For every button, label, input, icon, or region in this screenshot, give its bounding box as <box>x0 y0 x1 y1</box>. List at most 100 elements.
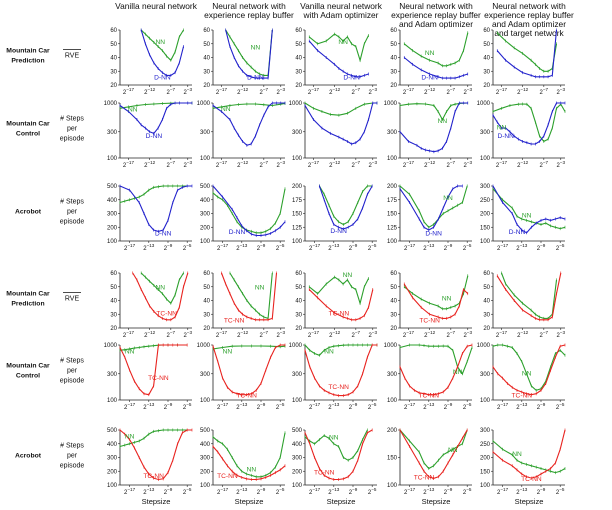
x-tick-label: 2−7 <box>260 160 269 169</box>
series-line-tc-nn <box>399 344 473 396</box>
y-tick-label: 100 <box>107 239 118 245</box>
series-label: TC-NN <box>148 375 169 382</box>
y-tick-label: 100 <box>200 483 211 489</box>
x-tick-label: 2−3 <box>276 160 285 169</box>
series-label: NN <box>448 447 458 454</box>
column-header: and Adam optimizer <box>399 19 473 29</box>
y-tick-label: 40 <box>110 299 117 305</box>
y-tick-label: 200 <box>292 469 303 475</box>
y-tick-label: 50 <box>390 42 397 48</box>
x-tick-label: 2−3 <box>463 160 472 169</box>
y-tick-label: 100 <box>200 398 211 404</box>
x-tick-label: 2−7 <box>447 87 456 96</box>
y-tick-label: 100 <box>292 156 303 162</box>
x-tick-label: 2−5 <box>368 402 377 411</box>
series-line-tc-nn <box>212 344 285 396</box>
x-tick-label: 2−13 <box>328 487 340 496</box>
x-tick-label: 2−7 <box>260 330 269 339</box>
y-tick-label: 300 <box>480 372 491 378</box>
series-label: NN <box>125 349 135 356</box>
x-tick-label: 2−7 <box>540 330 549 339</box>
y-tick-label: 100 <box>200 239 211 245</box>
x-tick-label: 2−17 <box>217 243 229 252</box>
x-tick-label: 2−3 <box>368 87 377 96</box>
y-tick-label: 200 <box>107 225 118 231</box>
series-line-tc-nn <box>399 429 468 479</box>
series-label: NN <box>221 106 231 113</box>
x-tick-label: 2−5 <box>276 402 285 411</box>
y-tick-label: 100 <box>480 398 491 404</box>
series-label: NN <box>223 349 233 356</box>
y-tick-label: 60 <box>295 28 302 34</box>
x-tick-label: 2−5 <box>183 487 192 496</box>
y-tick-label: 40 <box>203 299 210 305</box>
x-tick-label: 2−5 <box>463 402 472 411</box>
y-tick-label: 300 <box>387 130 398 136</box>
series-label: NN <box>438 118 448 125</box>
y-tick-label: 200 <box>200 469 211 475</box>
series-line-d-nn <box>403 57 468 79</box>
y-tick-label: 50 <box>390 285 397 291</box>
series-label: NN <box>329 435 339 442</box>
x-tick-label: 2−5 <box>276 487 285 496</box>
x-axis-label: Stepsize <box>515 497 544 506</box>
y-tick-label: 40 <box>483 56 490 62</box>
series-label: TC-NN <box>329 311 350 318</box>
column-header: Vanilla neural network <box>115 1 198 11</box>
y-tick-label: 100 <box>387 398 398 404</box>
series-line-nn <box>496 32 558 72</box>
y-axis-label: # Steps <box>60 443 84 450</box>
y-tick-label: 300 <box>292 372 303 378</box>
y-tick-label: 60 <box>295 271 302 277</box>
series-line-nn <box>500 272 558 319</box>
series-line-nn <box>225 29 273 76</box>
y-tick-label: 200 <box>292 184 303 190</box>
y-axis-label: per <box>67 453 78 460</box>
series-line-d-nn <box>304 102 377 145</box>
y-tick-label: 20 <box>203 326 210 332</box>
series-line-nn <box>399 344 473 375</box>
y-axis-label: RVE <box>65 296 80 303</box>
series-line-nn <box>492 344 566 391</box>
row-title: Prediction <box>11 301 44 308</box>
y-tick-label: 1000 <box>384 343 398 349</box>
y-tick-label: 300 <box>200 212 211 218</box>
x-axis-label: Stepsize <box>235 497 264 506</box>
x-tick-label: 2−9 <box>164 402 173 411</box>
series-line-nn <box>403 32 469 67</box>
y-tick-label: 100 <box>292 483 303 489</box>
x-tick-label: 2−17 <box>404 243 416 252</box>
x-tick-label: 2−17 <box>308 330 320 339</box>
x-tick-label: 2−13 <box>516 243 528 252</box>
x-tick-label: 2−17 <box>217 487 229 496</box>
y-tick-label: 100 <box>107 398 118 404</box>
series-label: TC-NN <box>314 470 335 477</box>
series-label: NN <box>255 285 265 292</box>
x-tick-label: 2−13 <box>143 402 155 411</box>
x-tick-label: 2−12 <box>237 160 249 169</box>
y-tick-label: 30 <box>390 69 397 75</box>
y-tick-label: 20 <box>110 83 117 89</box>
x-tick-label: 2−13 <box>516 402 528 411</box>
x-tick-label: 2−9 <box>444 243 453 252</box>
y-tick-label: 250 <box>480 198 491 204</box>
series-label: NN <box>425 50 435 57</box>
y-tick-label: 60 <box>203 28 210 34</box>
x-tick-label: 2−9 <box>164 487 173 496</box>
series-line-nn <box>212 188 286 234</box>
series-label: NN <box>155 39 165 46</box>
y-axis-label: episode <box>60 219 85 226</box>
y-tick-label: 500 <box>200 428 211 434</box>
x-tick-label: 2−3 <box>183 160 192 169</box>
y-tick-label: 1000 <box>104 343 118 349</box>
y-tick-label: 300 <box>200 130 211 136</box>
series-label: TC-NN <box>419 318 440 325</box>
column-header: experience replay buffer <box>391 10 481 20</box>
series-line-d-nn <box>318 185 373 230</box>
x-tick-label: 2−17 <box>309 243 321 252</box>
column-header: Neural network with <box>492 1 566 11</box>
y-tick-label: 1000 <box>104 101 118 107</box>
series-label: D-NN <box>330 228 347 235</box>
y-tick-label: 300 <box>480 184 491 190</box>
